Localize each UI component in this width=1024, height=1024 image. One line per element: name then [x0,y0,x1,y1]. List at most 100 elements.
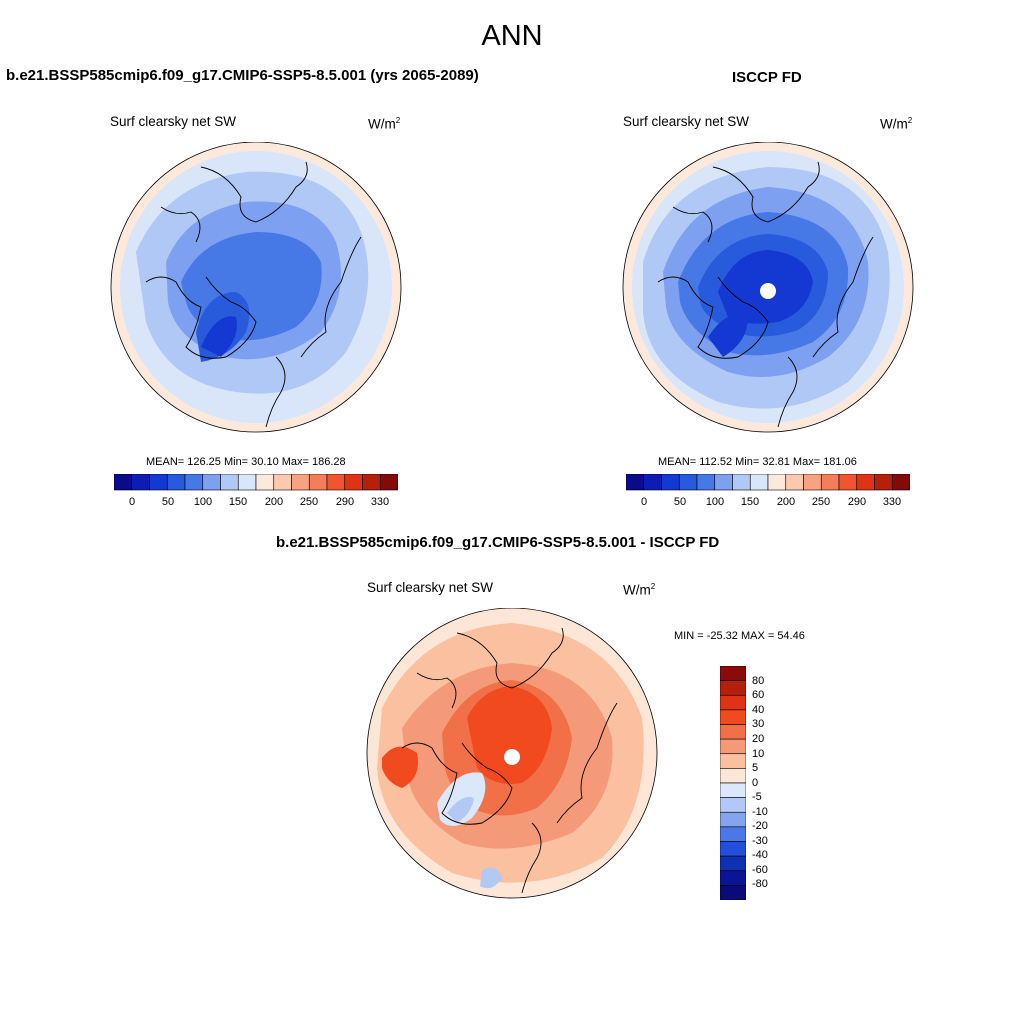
colorbar-cell [785,474,804,491]
colorbar-cell [678,474,698,491]
top-left-colorbar-ticks: 0 50 100 150 200 250 290 330 [114,496,398,512]
colorbar-cell [237,474,257,491]
colorbar-cell [720,797,746,813]
top-right-units: W/m2 [880,116,913,132]
top-right-variable-label: Surf clearsky net SW [623,114,750,129]
bottom-minmax: MIN = -25.32 MAX = 54.46 [674,630,805,642]
colorbar-cell [767,474,787,491]
top-left-stats: MEAN= 126.25 Min= 30.10 Max= 186.28 [146,456,346,468]
bottom-tick-neg20: -20 [752,820,768,832]
bottom-tick-neg60: -60 [752,864,768,876]
bottom-tick-5: 5 [752,762,759,774]
colorbar-cell [874,474,893,491]
colorbar-cell [720,885,746,900]
top-right-tick-50: 50 [673,496,687,508]
bottom-tick-80: 80 [752,675,765,687]
colorbar-cell [720,855,746,872]
bottom-tick-10: 10 [752,748,765,760]
colorbar-cell [720,753,746,769]
bottom-tick-0: 0 [752,777,759,789]
colorbar-cell [643,474,662,491]
bottom-tick-neg5: -5 [752,791,762,803]
colorbar-cell [255,474,275,491]
bottom-tick-neg80: -80 [752,878,768,890]
bottom-tick-20: 20 [752,733,765,745]
colorbar-cell [720,709,746,725]
bottom-colorbar [720,666,746,900]
bottom-tick-neg30: -30 [752,835,768,847]
colorbar-cell [720,694,746,711]
top-left-tick-330: 330 [370,496,390,508]
colorbar-cell [749,474,769,491]
top-left-variable-label: Surf clearsky net SW [110,114,237,129]
top-left-panel-title: b.e21.BSSP585cmip6.f09_g17.CMIP6-SSP5-8.… [6,67,479,84]
top-left-tick-0: 0 [128,496,136,508]
colorbar-cell [661,474,680,491]
colorbar-cell [344,474,363,491]
top-left-units: W/m2 [368,116,401,132]
colorbar-cell [838,474,858,491]
colorbar-cell [720,811,746,828]
top-right-polar-map [622,142,914,433]
top-right-tick-100: 100 [705,496,725,508]
page-title: ANN [481,20,543,52]
colorbar-cell [820,474,840,491]
top-right-tick-0: 0 [640,496,648,508]
top-left-tick-200: 200 [264,496,284,508]
top-left-colorbar [114,474,398,491]
top-left-tick-290: 290 [335,496,355,508]
top-left-tick-100: 100 [193,496,213,508]
top-left-tick-150: 150 [228,496,248,508]
bottom-panel-title: b.e21.BSSP585cmip6.f09_g17.CMIP6-SSP5-8.… [276,534,720,551]
bottom-tick-60: 60 [752,689,765,701]
top-left-tick-50: 50 [161,496,175,508]
colorbar-cell [720,826,746,842]
colorbar-cell [379,474,398,491]
colorbar-cell [856,474,875,491]
colorbar-cell [720,782,746,798]
top-right-tick-290: 290 [847,496,867,508]
top-right-tick-250: 250 [811,496,831,508]
bottom-polar-map [366,608,658,899]
colorbar-cell [362,474,381,491]
colorbar-cell [291,474,310,491]
bottom-tick-40: 40 [752,704,765,716]
colorbar-cell [220,474,239,491]
bottom-colorbar-ticks: 80 60 40 30 20 10 5 0 -5 -10 -20 -30 -40… [752,666,792,900]
colorbar-cell [184,474,204,491]
colorbar-cell [308,474,328,491]
colorbar-cell [626,474,645,491]
colorbar-cell [720,666,746,681]
colorbar-cell [720,680,746,696]
top-right-colorbar-ticks: 0 50 100 150 200 250 290 330 [626,496,910,512]
top-right-tick-330: 330 [882,496,902,508]
top-right-tick-150: 150 [740,496,760,508]
top-left-tick-250: 250 [299,496,319,508]
colorbar-cell [696,474,716,491]
colorbar-cell [732,474,751,491]
top-right-panel-title: ISCCP FD [732,69,802,86]
bottom-units: W/m2 [623,582,656,598]
colorbar-cell [720,841,746,857]
colorbar-cell [149,474,168,491]
colorbar-cell [891,474,910,491]
colorbar-cell [803,474,822,491]
colorbar-cell [720,768,746,784]
bottom-tick-30: 30 [752,718,765,730]
colorbar-cell [131,474,150,491]
colorbar-cell [166,474,186,491]
colorbar-cell [326,474,346,491]
bottom-tick-neg40: -40 [752,849,768,861]
colorbar-cell [720,724,746,740]
colorbar-cell [720,738,746,755]
colorbar-cell [114,474,133,491]
top-right-tick-200: 200 [776,496,796,508]
colorbar-cell [720,870,746,886]
colorbar-cell [273,474,292,491]
top-left-polar-map [110,142,402,433]
colorbar-cell [202,474,221,491]
top-right-colorbar [626,474,910,491]
top-right-stats: MEAN= 112.52 Min= 32.81 Max= 181.06 [658,456,857,468]
bottom-tick-neg10: -10 [752,806,768,818]
colorbar-cell [714,474,733,491]
